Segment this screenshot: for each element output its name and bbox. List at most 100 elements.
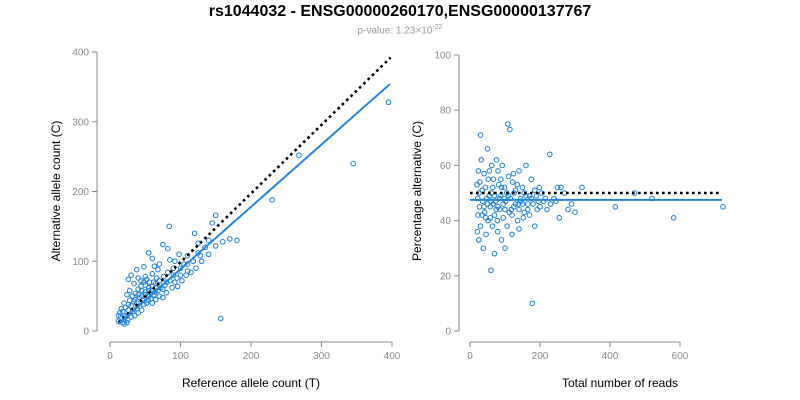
left-data-point — [149, 283, 156, 290]
right-data-point — [558, 184, 564, 191]
left-data-point — [155, 266, 161, 273]
left-data-point — [142, 273, 149, 280]
right-data-point — [488, 267, 494, 274]
left-data-point — [128, 303, 134, 309]
right-data-point — [477, 132, 484, 138]
right-data-point — [487, 215, 494, 221]
left-y-tick-label: 200 — [72, 187, 89, 198]
right-data-point — [500, 215, 507, 221]
right-y-tick-label: 80 — [440, 106, 452, 117]
right-data-point — [556, 215, 563, 221]
left-x-tick-label: 100 — [172, 351, 189, 362]
right-data-point — [491, 250, 498, 257]
right-data-point — [484, 146, 491, 152]
right-data-point — [537, 204, 543, 210]
left-data-point — [163, 289, 170, 296]
right-data-point — [526, 192, 533, 199]
right-data-point — [488, 162, 495, 169]
left-data-point — [350, 160, 357, 167]
left-data-point — [193, 265, 199, 272]
left-data-point — [227, 236, 233, 242]
right-data-point — [482, 184, 489, 191]
right-data-point — [531, 187, 538, 194]
left-x-tick-label: 400 — [384, 351, 401, 362]
right-data-point — [524, 206, 531, 213]
right-data-point — [490, 176, 497, 182]
right-data-point — [524, 201, 531, 207]
left-x-tick-label: 300 — [313, 351, 330, 362]
right-data-point — [498, 184, 505, 191]
right-data-point — [531, 223, 538, 229]
right-data-point — [516, 206, 522, 213]
right-data-point — [493, 157, 500, 163]
right-data-point — [554, 184, 561, 191]
left-data-point — [197, 252, 204, 259]
left-data-point — [160, 294, 166, 301]
right-data-point — [514, 217, 521, 224]
left-data-point — [132, 290, 139, 297]
left-data-point — [151, 263, 158, 269]
right-data-point — [495, 181, 502, 188]
right-data-point — [510, 170, 517, 177]
right-data-point — [475, 237, 482, 243]
left-data-point — [128, 272, 134, 279]
right-data-point — [481, 170, 487, 177]
left-data-point — [131, 280, 137, 287]
left-data-point — [212, 243, 219, 249]
left-data-point — [205, 237, 212, 244]
left-data-point — [149, 271, 156, 277]
right-data-point — [494, 228, 501, 235]
right-data-point — [526, 212, 533, 218]
right-data-point — [520, 215, 527, 221]
right-data-point — [509, 231, 515, 238]
right-data-point — [568, 201, 575, 207]
right-data-point — [509, 179, 516, 185]
right-data-point — [474, 228, 481, 235]
left-data-point — [124, 319, 130, 326]
left-data-point — [191, 230, 198, 237]
right-data-point — [544, 206, 550, 213]
left-data-point — [124, 317, 131, 323]
right-y-axis-label: Percentage alternative (C) — [410, 121, 424, 261]
right-data-point — [498, 176, 504, 182]
chart-subtitle: p-value: 1.23×10-22 — [0, 24, 800, 36]
left-data-point — [119, 308, 126, 315]
right-data-point — [475, 168, 482, 174]
left-data-point — [126, 287, 133, 294]
left-data-point — [143, 300, 150, 306]
left-data-point — [166, 223, 173, 230]
left-data-point — [167, 257, 173, 263]
right-data-point — [572, 209, 578, 216]
left-data-point — [205, 251, 212, 258]
left-data-point — [131, 296, 138, 303]
left-data-point — [145, 284, 152, 291]
right-data-point — [528, 176, 535, 182]
left-data-point — [195, 240, 201, 246]
left-data-point — [296, 152, 302, 159]
left-data-point — [125, 301, 132, 308]
right-x-tick-label: 600 — [672, 351, 689, 362]
right-y-tick-label: 60 — [440, 161, 452, 172]
right-data-point — [505, 121, 511, 127]
right-data-point — [476, 204, 483, 210]
left-data-point — [142, 289, 149, 295]
right-data-point — [502, 245, 508, 251]
left-data-point — [170, 272, 177, 279]
right-data-point — [512, 201, 519, 207]
left-y-tick-label: 100 — [72, 257, 89, 268]
right-data-point — [512, 187, 519, 194]
left-data-point — [184, 252, 191, 259]
right-y-tick-label: 20 — [440, 271, 452, 282]
left-data-point — [135, 291, 141, 298]
right-data-point — [481, 204, 487, 210]
left-x-tick-label: 200 — [243, 351, 260, 362]
right-data-point — [486, 168, 493, 174]
left-data-point — [122, 304, 129, 311]
chart-title: rs1044032 - ENSG00000260170,ENSG00000137… — [208, 3, 592, 20]
right-data-point — [565, 206, 571, 213]
right-data-point — [479, 212, 485, 218]
right-data-point — [523, 162, 529, 169]
left-data-point — [135, 286, 141, 292]
right-data-point — [490, 201, 496, 207]
